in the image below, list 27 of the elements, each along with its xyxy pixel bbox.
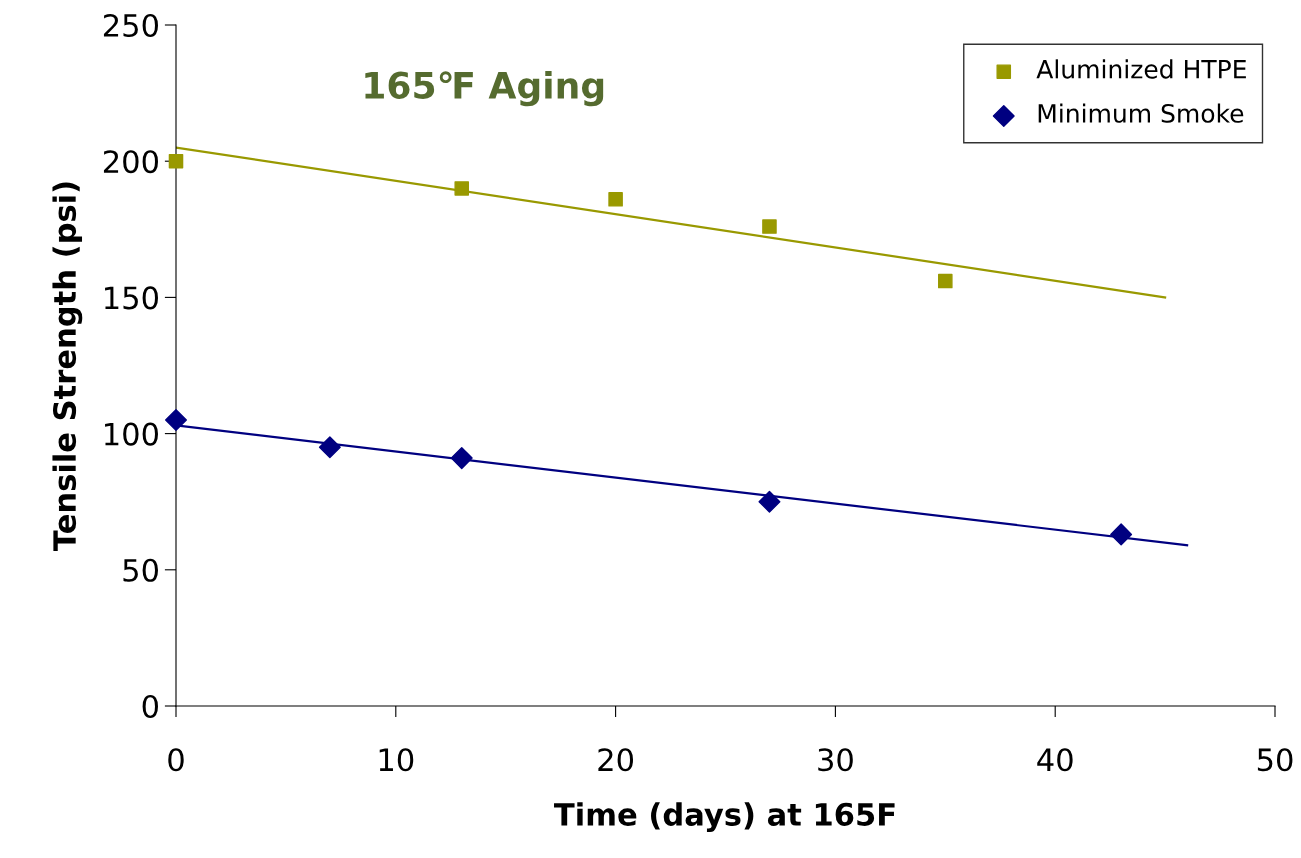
x-tick-label: 20 xyxy=(598,748,634,772)
point xyxy=(450,447,473,470)
point xyxy=(318,436,341,459)
y-axis-title: Tensile Strength (psi) xyxy=(52,182,83,551)
point xyxy=(762,219,777,234)
point xyxy=(608,192,623,207)
y-tick-label: 50 xyxy=(123,558,158,582)
point xyxy=(1110,523,1133,546)
y-tick-label: 0 xyxy=(142,694,158,719)
x-tick-label: 40 xyxy=(1037,748,1073,772)
legend-label: Minimum Smoke xyxy=(1038,103,1244,123)
y-tick-label: 250 xyxy=(103,13,158,38)
y-tick-label: 200 xyxy=(103,150,158,174)
legend-label: Aluminized HTPE xyxy=(1036,59,1246,79)
y-tick-label: 100 xyxy=(105,422,158,446)
y-tick-label: 150 xyxy=(105,286,158,310)
x-tick-label: 30 xyxy=(818,748,853,772)
point xyxy=(168,153,184,169)
point xyxy=(938,273,953,289)
x-tick-label: 10 xyxy=(379,748,414,772)
x-axis-title: Time (days) at 165F xyxy=(554,802,895,833)
point xyxy=(758,490,781,513)
text: 165℉ Aging xyxy=(365,70,604,107)
point xyxy=(165,408,187,431)
x-tick-label: 0 xyxy=(168,748,184,772)
point xyxy=(454,181,470,196)
x-tick-label: 50 xyxy=(1257,748,1293,772)
